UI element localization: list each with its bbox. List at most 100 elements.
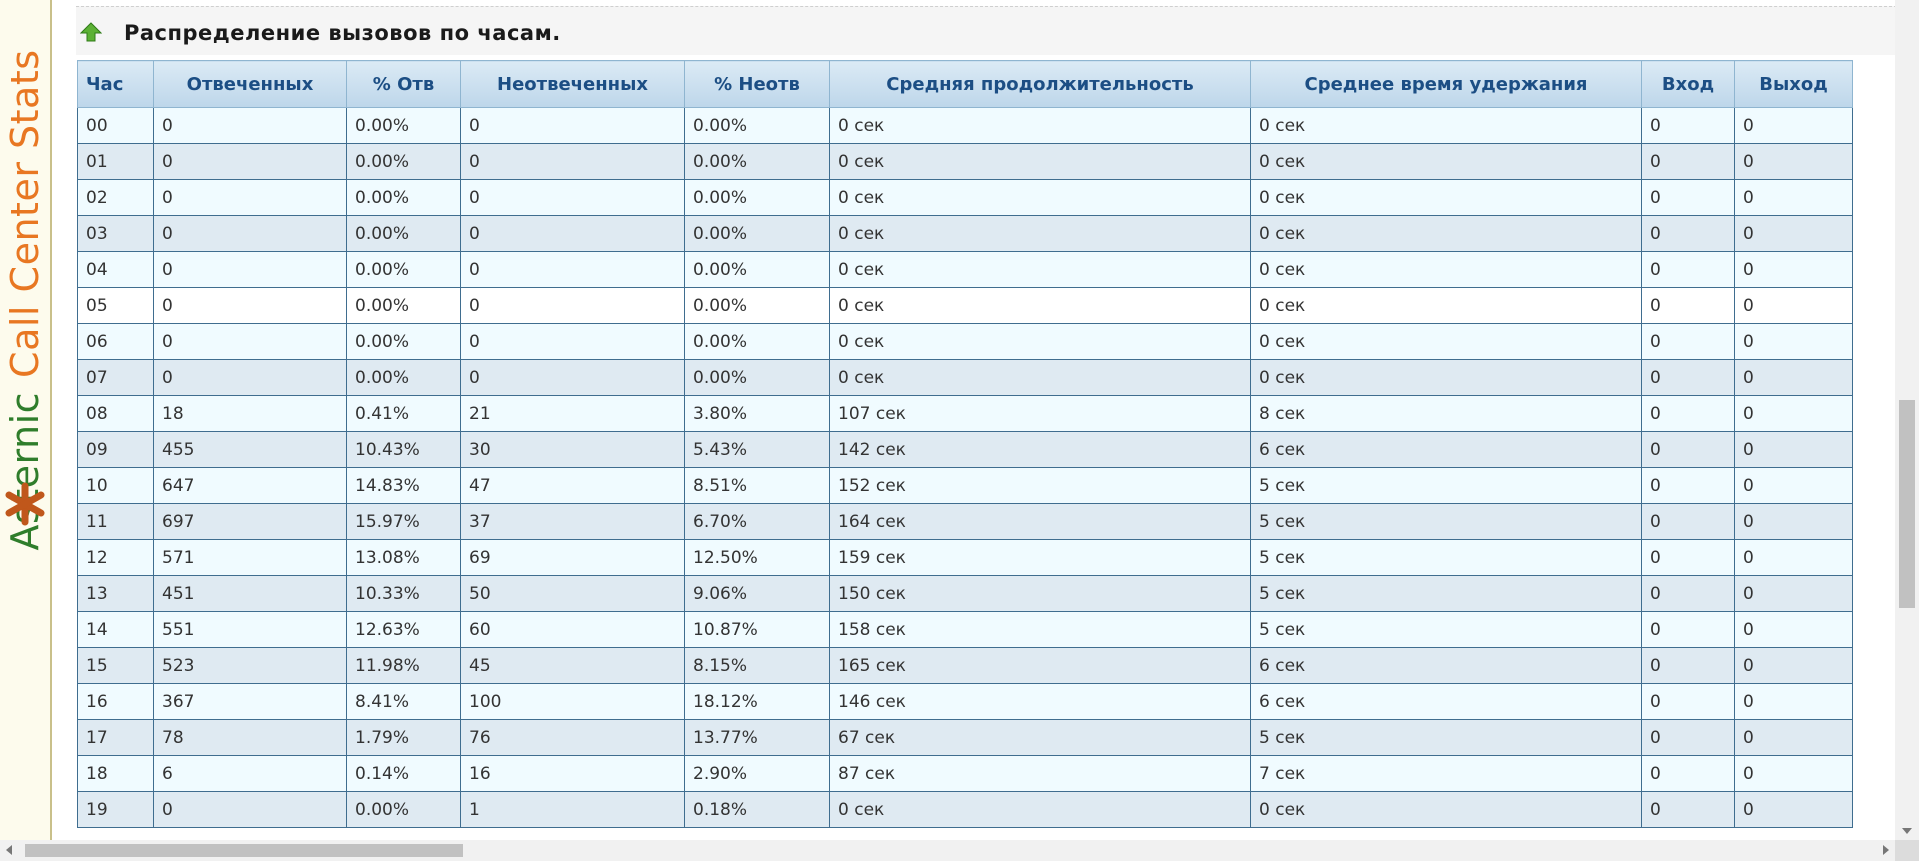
scroll-down-arrow-icon[interactable] [1902,828,1912,834]
column-header: Отвеченных [153,60,347,108]
table-row: 14 551 12.63% 60 10.87% 158 сек 5 сек 0 0 [77,611,1853,648]
scroll-to-top-up-arrow-icon[interactable] [80,21,102,43]
vertical-scrollbar[interactable] [1895,0,1919,840]
table-cell: 0 [1734,359,1853,396]
table-cell: 30 [460,431,685,468]
table-cell: 18 [153,395,347,432]
table-cell: 523 [153,647,347,684]
table-cell: 0 [1641,395,1735,432]
table-cell: 0 [460,251,685,288]
table-cell: 15.97% [346,503,461,540]
table-row: 16 367 8.41% 100 18.12% 146 сек 6 сек 0 0 [77,683,1853,720]
table-cell: 05 [77,287,154,324]
table-cell: 11.98% [346,647,461,684]
table-cell: 0 [460,323,685,360]
column-header: % Неотв [684,60,830,108]
table-cell: 0 [1641,647,1735,684]
table-cell: 164 сек [829,503,1251,540]
table-cell: 06 [77,323,154,360]
table-cell: 10.43% [346,431,461,468]
table-cell: 47 [460,467,685,504]
table-cell: 142 сек [829,431,1251,468]
table-cell: 0.00% [684,323,830,360]
table-cell: 152 сек [829,467,1251,504]
table-cell: 0 [1641,575,1735,612]
table-cell: 0 сек [1250,251,1642,288]
table-cell: 0.00% [684,287,830,324]
table-row: 15 523 11.98% 45 8.15% 165 сек 6 сек 0 0 [77,647,1853,684]
table-cell: 16 [460,755,685,792]
table-cell: 367 [153,683,347,720]
table-cell: 19 [77,791,154,828]
table-cell: 03 [77,215,154,252]
table-cell: 0 [1734,143,1853,180]
table-cell: 0 [460,179,685,216]
table-cell: 1.79% [346,719,461,756]
table-cell: 0 [1641,143,1735,180]
table-cell: 17 [77,719,154,756]
table-cell: 0.41% [346,395,461,432]
table-cell: 0 [1734,683,1853,720]
table-cell: 0 [153,215,347,252]
table-cell: 12.63% [346,611,461,648]
scroll-left-arrow-icon[interactable] [6,845,12,855]
table-cell: 0 [153,251,347,288]
table-row: 19 0 0.00% 1 0.18% 0 сек 0 сек 0 0 [77,791,1853,828]
table-cell: 14.83% [346,467,461,504]
table-cell: 0 [153,791,347,828]
table-cell: 5 сек [1250,467,1642,504]
table-body: 00 0 0.00% 0 0.00% 0 сек 0 сек 0 0 01 0 0.00% 0 0.00%… [77,107,1853,828]
table-row: 07 0 0.00% 0 0.00% 0 сек 0 сек 0 0 [77,359,1853,396]
hourly-distribution-table: Час Отвеченных% Отв Неотвеченных% Неотв Сре… [77,60,1853,828]
table-cell: 5 сек [1250,503,1642,540]
table-cell: 0.00% [346,791,461,828]
table-cell: 0 [153,179,347,216]
table-cell: 0 сек [829,359,1251,396]
table-cell: 60 [460,611,685,648]
table-cell: 10 [77,467,154,504]
table-cell: 3.80% [684,395,830,432]
table-cell: 0 [153,323,347,360]
table-cell: 0 сек [829,107,1251,144]
table-cell: 0 сек [1250,791,1642,828]
table-cell: 0 [1734,251,1853,288]
table-cell: 8.51% [684,467,830,504]
table-cell: 5 сек [1250,719,1642,756]
table-cell: 11 [77,503,154,540]
table-cell: 6 сек [1250,431,1642,468]
table-cell: 0.00% [346,107,461,144]
scroll-right-arrow-icon[interactable] [1883,845,1889,855]
table-cell: 0.00% [684,107,830,144]
horizontal-scrollbar[interactable] [0,840,1895,861]
table-row: 01 0 0.00% 0 0.00% 0 сек 0 сек 0 0 [77,143,1853,180]
table-cell: 0 [1641,503,1735,540]
table-cell: 13 [77,575,154,612]
table-cell: 0 [1641,719,1735,756]
table-cell: 0 [1641,683,1735,720]
asterisk-logo-icon [5,482,45,526]
table-cell: 12 [77,539,154,576]
table-cell: 0 [153,359,347,396]
table-cell: 01 [77,143,154,180]
table-cell: 8.15% [684,647,830,684]
horizontal-scroll-thumb[interactable] [25,844,463,857]
table-cell: 87 сек [829,755,1251,792]
table-cell: 0.00% [684,143,830,180]
table-cell: 0 [460,359,685,396]
vertical-scroll-thumb[interactable] [1899,400,1915,608]
table-cell: 0 сек [1250,179,1642,216]
table-row: 02 0 0.00% 0 0.00% 0 сек 0 сек 0 0 [77,179,1853,216]
table-cell: 0 [153,107,347,144]
table-cell: 8 сек [1250,395,1642,432]
table-cell: 45 [460,647,685,684]
table-cell: 146 сек [829,683,1251,720]
table-cell: 12.50% [684,539,830,576]
table-cell: 100 [460,683,685,720]
table-cell: 0 [1734,179,1853,216]
table-cell: 78 [153,719,347,756]
table-cell: 37 [460,503,685,540]
table-cell: 0 [1641,467,1735,504]
table-cell: 697 [153,503,347,540]
table-cell: 0.00% [346,143,461,180]
table-cell: 13.77% [684,719,830,756]
